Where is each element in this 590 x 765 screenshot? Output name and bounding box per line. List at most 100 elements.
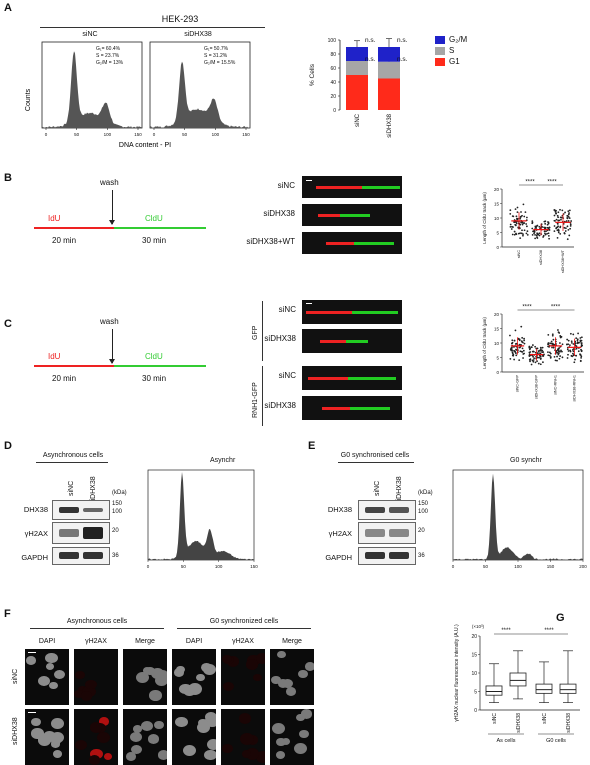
nucleus <box>51 735 62 745</box>
category-label: siDHX38 <box>516 713 522 733</box>
data-point <box>521 223 524 226</box>
data-point <box>553 219 556 222</box>
data-point <box>542 236 545 238</box>
data-point <box>572 343 575 345</box>
box <box>509 672 527 687</box>
stack-bar-segment <box>378 47 400 62</box>
data-point <box>531 220 534 223</box>
ns-label: n.s. <box>397 37 408 44</box>
data-point <box>528 345 531 348</box>
hist-tick-label: 50 <box>483 564 489 569</box>
group-label: G0 cells <box>546 738 566 744</box>
stack-legend: G₂/M S G1 <box>435 34 467 67</box>
data-point <box>523 222 526 224</box>
data-point <box>541 349 544 352</box>
hist-ylabel: Counts <box>25 88 32 111</box>
data-point <box>557 347 560 350</box>
data-point <box>523 342 526 345</box>
pulse2-label-c: CldU <box>145 352 163 361</box>
panel-label-f: F <box>4 608 11 620</box>
data-point <box>551 333 554 336</box>
fiber-image <box>302 176 402 198</box>
data-point <box>537 350 540 352</box>
nucleus <box>53 669 66 680</box>
data-point <box>536 360 538 363</box>
data-point <box>538 234 541 237</box>
nucleus <box>277 650 286 659</box>
nucleus <box>37 675 51 687</box>
nucleus <box>31 717 41 726</box>
scale-bar <box>28 712 36 713</box>
kda-label: (kDa) <box>112 490 127 496</box>
wash-arrow-b <box>112 190 113 224</box>
blot-gh2ax <box>358 522 416 544</box>
data-point <box>556 236 559 239</box>
y-tick-label: 15 <box>494 202 500 207</box>
data-point <box>511 225 513 228</box>
microscopy-image <box>270 649 314 705</box>
data-point <box>566 215 569 217</box>
nucleus <box>187 682 202 695</box>
data-point <box>551 334 554 337</box>
stack-bar-segment <box>378 78 400 110</box>
y-tick-label: 15 <box>471 653 477 659</box>
category-label: siNC-RNH1 <box>554 375 558 395</box>
data-point <box>547 221 550 224</box>
nucleus <box>196 674 205 682</box>
data-point <box>580 344 583 347</box>
microscopy-image <box>270 709 314 765</box>
hist-area <box>148 472 254 560</box>
time1-label-b: 20 min <box>52 236 77 245</box>
sig-label: **** <box>522 305 532 311</box>
data-point <box>579 353 581 356</box>
nucleus <box>223 682 234 692</box>
data-point <box>564 227 567 230</box>
y-tick-label: 5 <box>496 231 499 236</box>
category-label: siDHX38 <box>387 113 393 137</box>
data-point <box>538 356 541 359</box>
hist-title-e: G0 synchr <box>510 457 542 464</box>
y-tick-label: 0 <box>496 370 499 375</box>
data-point <box>519 350 522 353</box>
data-point <box>561 350 563 353</box>
data-point <box>547 222 550 225</box>
panel-label-e: E <box>308 440 316 452</box>
data-point <box>568 212 570 214</box>
nucleus <box>74 670 85 680</box>
data-point <box>518 359 521 362</box>
data-point <box>524 211 527 214</box>
y-tick-label: 40 <box>330 80 336 86</box>
nucleus <box>42 731 56 743</box>
data-point <box>574 358 576 361</box>
data-point <box>552 338 555 341</box>
y-axis-label: γH2AX nuclear fluorescence intensity (A.… <box>454 624 460 722</box>
data-point <box>509 209 512 212</box>
hist-tick-label: 150 <box>242 132 250 137</box>
scale-bar <box>306 303 312 304</box>
nucleus <box>296 713 306 722</box>
pulse1-bar-b <box>34 227 114 229</box>
nucleus <box>75 739 88 751</box>
nucleus <box>246 659 259 670</box>
nucleus <box>300 709 312 719</box>
micro-group-divider <box>177 628 311 629</box>
data-point <box>557 353 560 356</box>
fiber-image <box>302 232 402 254</box>
data-point <box>545 230 547 233</box>
microscopy-image <box>221 709 265 765</box>
data-point <box>542 351 545 353</box>
data-point <box>576 339 579 342</box>
data-point <box>513 230 516 233</box>
nucleus <box>182 744 196 756</box>
data-point <box>550 340 553 343</box>
blot-row-label: γH2AX <box>328 529 352 538</box>
data-point <box>580 342 583 345</box>
nucleus <box>89 722 102 733</box>
nucleus <box>207 738 216 751</box>
data-point <box>522 203 525 206</box>
category-label: siNC <box>542 713 548 724</box>
data-point <box>525 232 528 235</box>
micro-col-label: DAPI <box>38 638 56 645</box>
hist-xlabel: DNA content - PI <box>119 142 171 149</box>
hist-tick-label: 100 <box>215 564 223 569</box>
